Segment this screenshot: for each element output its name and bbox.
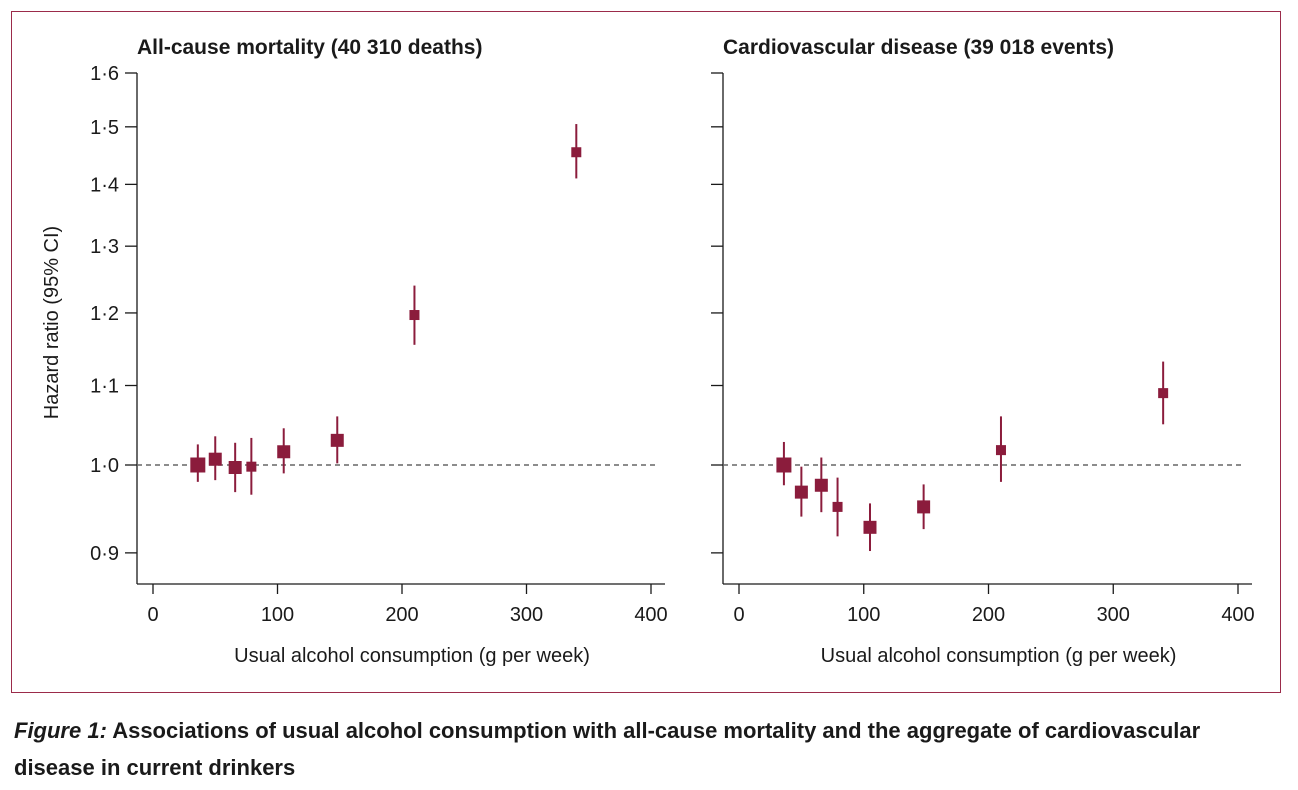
chart-figure: All-cause mortality (40 310 deaths) 0·9 1·…: [41, 36, 1255, 667]
x-tick-label: 0: [733, 604, 744, 626]
hr-point: [409, 310, 420, 321]
x-tick-label: 300: [510, 604, 543, 626]
hr-point: [794, 485, 808, 499]
hr-point: [917, 500, 931, 514]
hr-point: [190, 457, 206, 473]
hr-point: [246, 461, 257, 472]
hr-point: [814, 478, 828, 492]
hr-point: [228, 461, 242, 475]
x-axis-label: Usual alcohol consumption (g per week): [234, 645, 590, 667]
x-tick-label: 100: [847, 604, 880, 626]
x-tick-label: 100: [261, 604, 294, 626]
x-tick-label: 400: [1221, 604, 1254, 626]
y-tick-label: 1·4: [90, 174, 119, 196]
chart-title: All-cause mortality (40 310 deaths): [137, 36, 482, 59]
hr-point: [863, 520, 877, 534]
hr-point: [995, 445, 1006, 456]
hr-point: [776, 457, 792, 473]
hr-point: [277, 445, 291, 459]
x-tick-label: 200: [972, 604, 1005, 626]
hr-point: [208, 452, 222, 466]
y-tick-label: 1·3: [90, 236, 119, 258]
caption-text: Associations of usual alcohol consumptio…: [14, 718, 1201, 780]
x-tick-label: 200: [385, 604, 418, 626]
y-tick-label: 1·6: [90, 63, 119, 85]
y-axis-label: Hazard ratio (95% CI): [41, 226, 63, 419]
x-axis-label: Usual alcohol consumption (g per week): [821, 645, 1177, 667]
y-tick-label: 1·5: [90, 117, 119, 139]
y-tick-label: 0·9: [90, 543, 119, 565]
caption-lead: Figure 1:: [14, 718, 107, 743]
hr-point: [330, 433, 344, 447]
x-tick-label: 0: [147, 604, 158, 626]
figure-caption: Figure 1: Associations of usual alcohol …: [14, 712, 1264, 786]
y-tick-label: 1·2: [90, 303, 119, 325]
figure-frame: [11, 11, 1281, 693]
y-tick-label: 1·0: [90, 455, 119, 477]
hr-point: [832, 501, 843, 512]
hr-point: [571, 147, 582, 158]
hr-point: [1158, 388, 1169, 399]
y-tick-label: 1·1: [90, 376, 119, 398]
chart-title: Cardiovascular disease (39 018 events): [723, 36, 1114, 59]
x-tick-label: 300: [1097, 604, 1130, 626]
x-tick-label: 400: [634, 604, 667, 626]
